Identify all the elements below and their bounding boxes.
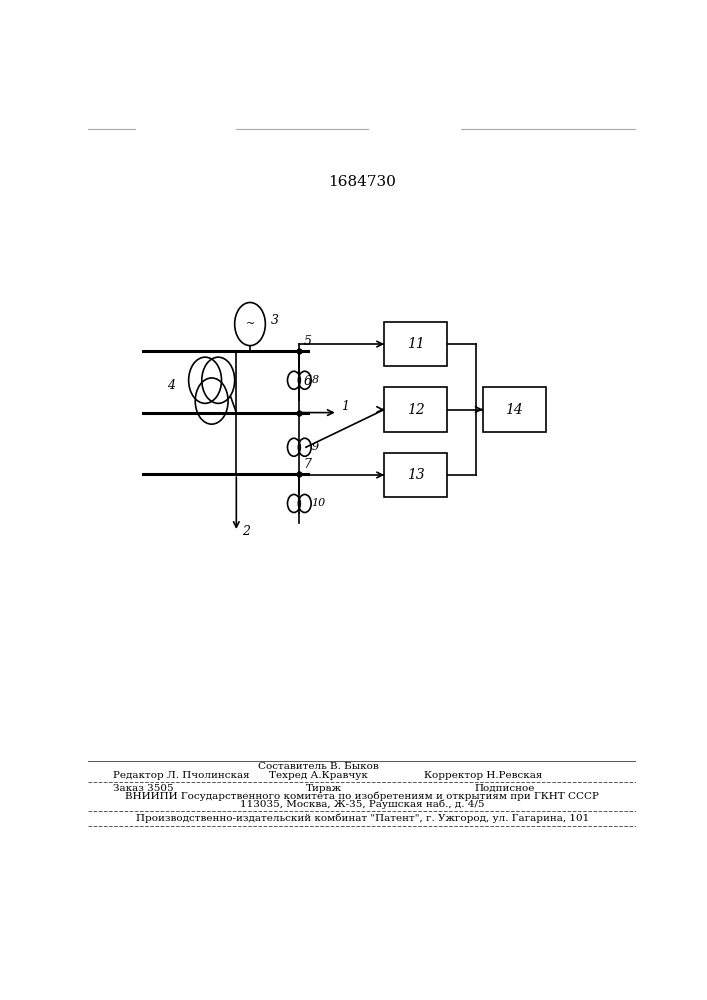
FancyBboxPatch shape xyxy=(385,387,448,432)
Text: 13: 13 xyxy=(407,468,425,482)
Text: Заказ 3505: Заказ 3505 xyxy=(113,784,173,793)
Text: 4: 4 xyxy=(167,379,175,392)
Text: ~: ~ xyxy=(245,319,255,329)
Text: Составитель В. Быков: Составитель В. Быков xyxy=(258,762,379,771)
Text: 5: 5 xyxy=(304,335,312,348)
Text: 6: 6 xyxy=(304,375,312,388)
Text: ВНИИПИ Государственного комитета по изобретениям и открытиям при ГКНТ СССР: ВНИИПИ Государственного комитета по изоб… xyxy=(125,791,600,801)
Text: 10: 10 xyxy=(311,498,326,508)
Text: 8: 8 xyxy=(311,375,319,385)
FancyBboxPatch shape xyxy=(385,322,448,366)
FancyBboxPatch shape xyxy=(385,453,448,497)
Text: 14: 14 xyxy=(506,403,523,417)
Text: 2: 2 xyxy=(242,525,250,538)
Text: Тираж: Тираж xyxy=(306,784,342,793)
FancyBboxPatch shape xyxy=(483,387,546,432)
Text: 113035, Москва, Ж-35, Раушская наб., д. 4/5: 113035, Москва, Ж-35, Раушская наб., д. … xyxy=(240,799,484,809)
Text: 12: 12 xyxy=(407,403,425,417)
Text: Техред А.Кравчук: Техред А.Кравчук xyxy=(269,771,368,780)
Text: 11: 11 xyxy=(407,337,425,351)
Text: ·: · xyxy=(325,784,328,793)
Text: Подписное: Подписное xyxy=(474,784,535,793)
Text: 9: 9 xyxy=(311,442,319,452)
Text: 7: 7 xyxy=(304,458,312,471)
Text: 1684730: 1684730 xyxy=(328,175,397,189)
Text: Редактор Л. Пчолинская: Редактор Л. Пчолинская xyxy=(113,771,250,780)
Text: Производственно-издательский комбинат "Патент", г. Ужгород, ул. Гагарина, 101: Производственно-издательский комбинат "П… xyxy=(136,814,589,823)
Text: 1: 1 xyxy=(341,400,349,413)
Text: 3: 3 xyxy=(271,314,279,327)
Text: Корректор Н.Ревская: Корректор Н.Ревская xyxy=(423,771,542,780)
